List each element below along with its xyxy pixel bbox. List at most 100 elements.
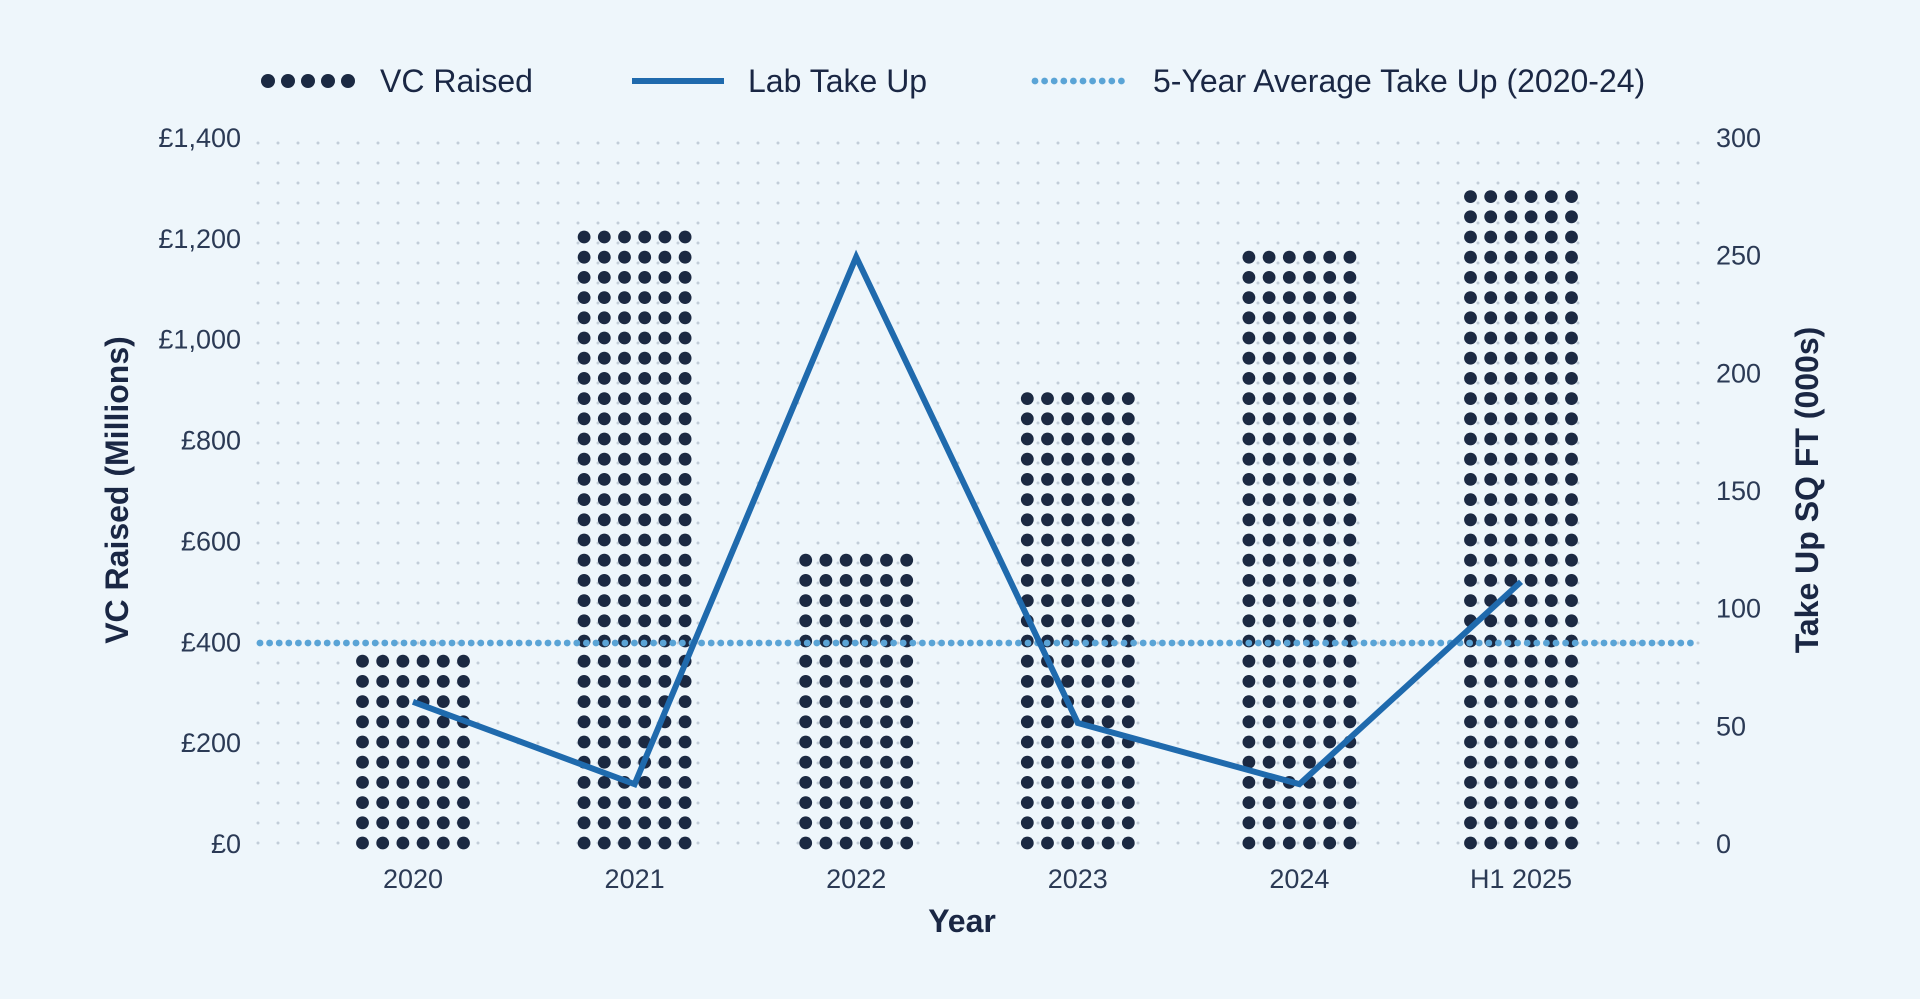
grid-dot [1377, 222, 1380, 225]
grid-dot [1377, 302, 1380, 305]
grid-dot [1497, 562, 1500, 565]
grid-dot [1657, 482, 1660, 485]
bar-dot [679, 594, 692, 607]
grid-dot [637, 262, 640, 265]
grid-dot [437, 182, 440, 185]
bar-dot [799, 715, 812, 728]
grid-dot [1057, 542, 1060, 545]
grid-dot [1437, 522, 1440, 525]
grid-dot [737, 242, 740, 245]
grid-dot [1517, 242, 1520, 245]
grid-dot [1497, 282, 1500, 285]
grid-dot [1037, 582, 1040, 585]
grid-dot [1157, 822, 1160, 825]
bar-dot [1565, 534, 1578, 547]
bar-dot [457, 756, 470, 769]
bar-dot [376, 655, 389, 668]
grid-dot [457, 202, 460, 205]
grid-dot [1477, 402, 1480, 405]
grid-dot [1377, 282, 1380, 285]
bar-dot [1484, 372, 1497, 385]
grid-dot [877, 402, 880, 405]
grid-dot [517, 802, 520, 805]
grid-dot [977, 462, 980, 465]
grid-dot [477, 282, 480, 285]
bar-dot [860, 816, 873, 829]
legend-average-dot [1099, 78, 1106, 85]
bar-dot [578, 453, 591, 466]
grid-dot [1437, 342, 1440, 345]
bar-dot [618, 433, 631, 446]
grid-dot [337, 302, 340, 305]
grid-dot [1077, 262, 1080, 265]
grid-dot [797, 782, 800, 785]
grid-dot [1437, 222, 1440, 225]
grid-dot [937, 342, 940, 345]
grid-dot [1697, 682, 1700, 685]
grid-dot [1437, 482, 1440, 485]
grid-dot [897, 362, 900, 365]
grid-dot [937, 442, 940, 445]
average-line-dot [1591, 640, 1598, 647]
grid-dot [1637, 582, 1640, 585]
grid-dot [1057, 622, 1060, 625]
grid-dot [257, 702, 260, 705]
grid-dot [1677, 182, 1680, 185]
grid-dot [997, 742, 1000, 745]
bar-dot [1243, 554, 1256, 567]
grid-dot [1397, 502, 1400, 505]
grid-dot [1397, 482, 1400, 485]
grid-dot [1257, 582, 1260, 585]
grid-dot [817, 582, 820, 585]
grid-dot [1057, 282, 1060, 285]
bar-dot [1525, 332, 1538, 345]
bar-dot [1243, 655, 1256, 668]
grid-dot [477, 822, 480, 825]
grid-dot [1517, 362, 1520, 365]
grid-dot [1037, 622, 1040, 625]
bar-dot [1344, 251, 1357, 264]
grid-dot [1637, 482, 1640, 485]
grid-dot [337, 602, 340, 605]
grid-dot [917, 582, 920, 585]
grid-dot [297, 422, 300, 425]
grid-dot [537, 802, 540, 805]
grid-dot [1257, 162, 1260, 165]
grid-dot [317, 162, 320, 165]
bar-dot [578, 695, 591, 708]
grid-dot [1617, 382, 1620, 385]
grid-dot [417, 262, 420, 265]
bar-dot [820, 614, 833, 627]
grid-dot [1217, 342, 1220, 345]
bar-dot [417, 796, 430, 809]
grid-dot [897, 182, 900, 185]
bar-dot [1525, 695, 1538, 708]
grid-dot [1657, 262, 1660, 265]
grid-dot [1137, 662, 1140, 665]
grid-dot [897, 822, 900, 825]
grid-dot [1697, 602, 1700, 605]
grid-dot [957, 622, 960, 625]
bar-dot [1323, 372, 1336, 385]
legend-vc-dot [341, 74, 355, 88]
grid-dot [617, 322, 620, 325]
grid-dot [997, 802, 1000, 805]
grid-dot [1117, 302, 1120, 305]
bar-dot [1041, 473, 1054, 486]
grid-dot [417, 622, 420, 625]
bar-dot [1263, 796, 1276, 809]
grid-dot [1217, 562, 1220, 565]
grid-dot [817, 662, 820, 665]
grid-dot [1657, 162, 1660, 165]
grid-dot [897, 142, 900, 145]
grid-dot [1177, 402, 1180, 405]
grid-dot [457, 422, 460, 425]
average-line-layer [257, 640, 1694, 647]
bar-dot [860, 756, 873, 769]
grid-dot [537, 742, 540, 745]
bar-dot [578, 372, 591, 385]
bar-dot [1283, 392, 1296, 405]
grid-dot [1037, 822, 1040, 825]
bar-dot [840, 574, 853, 587]
grid-dot [897, 542, 900, 545]
